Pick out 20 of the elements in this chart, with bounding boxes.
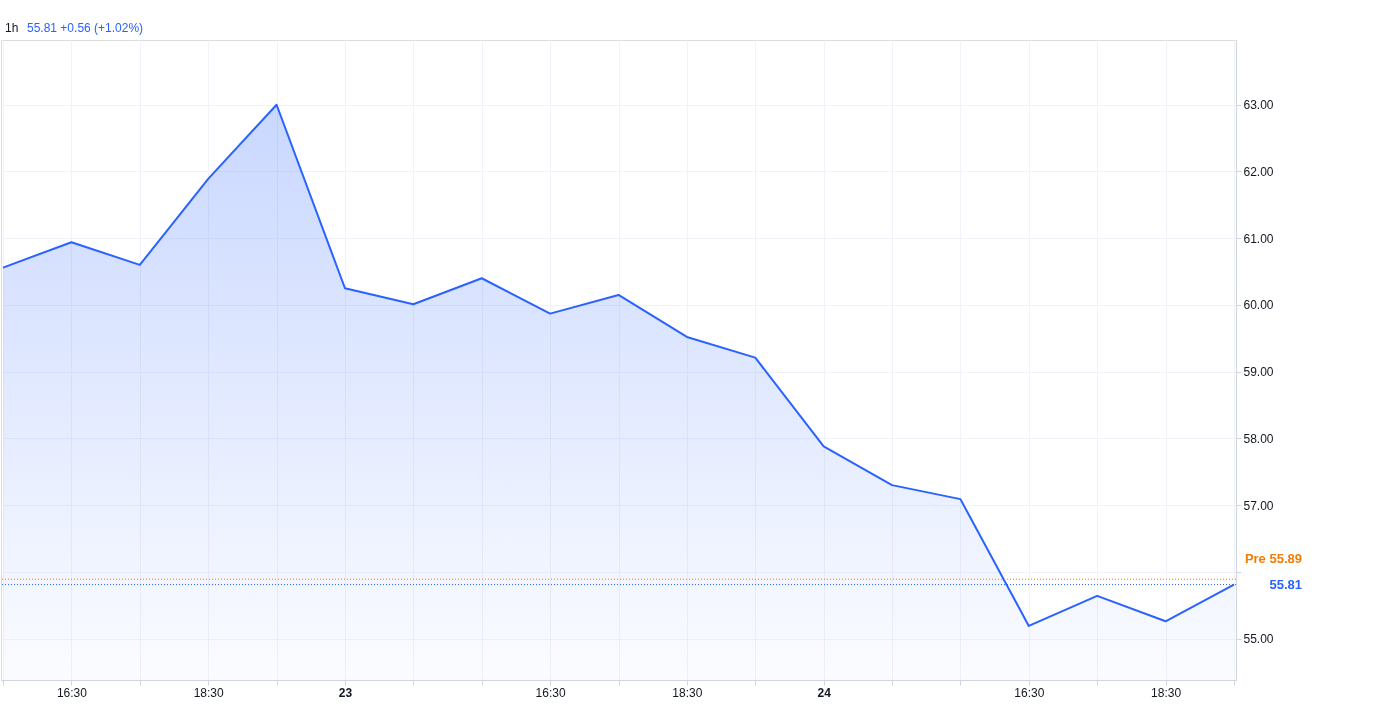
x-tick-label: 18:30 [1151,685,1182,700]
y-tick-label: 57.00 [1243,498,1274,513]
y-tick-label: 58.00 [1243,431,1274,446]
y-tick-label: 63.00 [1243,98,1274,113]
x-tick-label: 16:30 [1014,685,1045,700]
y-tick-label: 55.00 [1243,632,1274,647]
ref-line-label: Pre 55.89 [1244,551,1302,567]
y-tick-label: 60.00 [1243,298,1274,313]
y-tick-label: 59.00 [1243,365,1274,380]
x-tick-label: 23 [338,685,353,700]
y-tick-label: 61.00 [1243,231,1274,246]
y-tick-label: 62.00 [1243,164,1274,179]
chart-subtitle: 55.81 +0.56 (+1.02%) [27,21,144,35]
x-tick-label: 18:30 [672,685,703,700]
x-tick-label: 16:30 [56,685,88,700]
x-tick-label: 18:30 [193,685,225,700]
x-tick-label: 24 [817,685,832,700]
ref-line-label: 55.81 [1269,576,1302,592]
chart-title: 1h [5,21,19,35]
x-tick-label: 16:30 [535,685,566,700]
